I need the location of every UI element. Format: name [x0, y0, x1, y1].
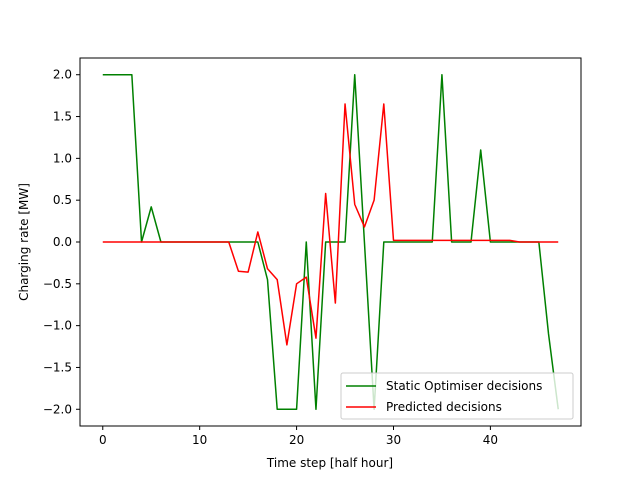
y-tick-label: −1.0	[43, 319, 72, 333]
legend-box	[340, 372, 574, 420]
y-tick-label: −2.0	[43, 402, 72, 416]
x-tick-label: 20	[289, 433, 304, 447]
x-tick-label: 40	[483, 433, 498, 447]
x-axis-title: Time step [half hour]	[266, 456, 393, 470]
x-tick-label: 0	[99, 433, 107, 447]
legend-label-predicted: Predicted decisions	[386, 400, 502, 414]
legend-label-static: Static Optimiser decisions	[386, 379, 542, 393]
plot-frame	[79, 57, 582, 427]
y-tick-label: 0.0	[53, 235, 72, 249]
legend: Static Optimiser decisions Predicted dec…	[340, 372, 574, 420]
y-tick-label: 1.0	[53, 151, 72, 165]
y-tick-label: 1.5	[53, 110, 72, 124]
y-axis-ticks: −2.0 −1.5 −1.0 −0.5 0.0 0.5 1.0 1.5 2.0	[43, 68, 80, 416]
x-tick-label: 10	[192, 433, 207, 447]
y-tick-label: −1.5	[43, 360, 72, 374]
y-axis-title: Charging rate [MW]	[17, 183, 31, 301]
series-layer	[102, 73, 559, 411]
series-line-predicted	[102, 103, 559, 346]
x-axis-ticks: 0 10 20 30 40	[99, 426, 498, 447]
y-tick-label: 0.5	[53, 193, 72, 207]
x-tick-label: 30	[386, 433, 401, 447]
y-tick-label: 2.0	[53, 68, 72, 82]
y-tick-label: −0.5	[43, 277, 72, 291]
